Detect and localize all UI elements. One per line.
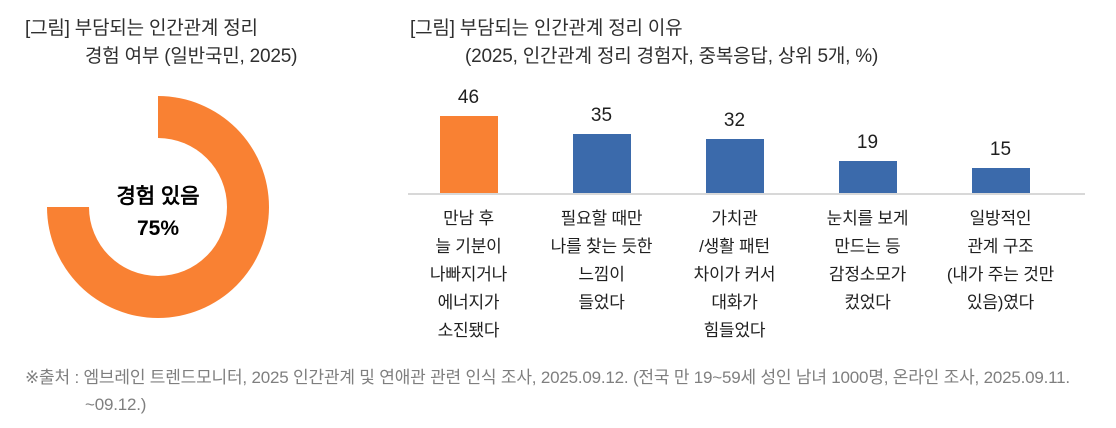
donut-center-label: 경험 있음 75% <box>47 96 269 318</box>
bar <box>971 167 1030 193</box>
bar-categories: 만남 후 늘 기분이 나빠지거나 에너지가 소진됐다 필요할 때만 나를 찾는 듯… <box>402 205 1067 345</box>
donut-title-line1: [그림] 부담되는 인간관계 정리 <box>25 18 258 39</box>
bar-category-label: 필요할 때만 나를 찾는 듯한 느낌이 들었다 <box>550 209 653 312</box>
bar-column: 19 <box>801 132 934 193</box>
bar-value-label: 15 <box>989 138 1012 160</box>
bar-plot: 46 35 32 19 15 <box>402 85 1067 193</box>
bar-column: 15 <box>934 139 1067 193</box>
bar-title-line2: (2025, 인간관계 정리 경험자, 중복응답, 상위 5개, %) <box>465 46 879 67</box>
bar-value-label: 32 <box>723 110 746 132</box>
donut-chart-title: [그림] 부담되는 인간관계 정리 경험 여부 (일반국민, 2025) <box>25 15 297 71</box>
source-note-line2: ~09.12.) <box>85 395 147 414</box>
bar <box>439 115 498 193</box>
x-axis-line <box>408 193 1085 195</box>
source-note-line1: ※출처 : 엠브레인 트렌드모니터, 2025 인간관계 및 연애관 관련 인식… <box>25 368 1070 387</box>
bar-value-label: 46 <box>457 86 480 108</box>
bar-value-label: 35 <box>590 105 613 127</box>
bar-category-label: 만남 후 늘 기분이 나빠지거나 에너지가 소진됐다 <box>429 209 508 340</box>
bar-value-label: 19 <box>856 132 879 154</box>
bar <box>572 134 631 193</box>
bar-category-label: 가치관 /생활 패턴 차이가 커서 대화가 힘들었다 <box>693 209 776 340</box>
bar-column: 46 <box>402 87 535 193</box>
bar-column: 35 <box>535 105 668 193</box>
bar-category-label: 눈치를 보게 만드는 등 감정소모가 컸었다 <box>826 209 909 312</box>
bar-chart-title: [그림] 부담되는 인간관계 정리 이유 (2025, 인간관계 정리 경험자,… <box>410 15 878 71</box>
donut-percent-value: 75% <box>136 217 180 240</box>
bar-title-line1: [그림] 부담되는 인간관계 정리 이유 <box>410 18 683 39</box>
donut-title-line2: 경험 여부 (일반국민, 2025) <box>85 46 298 67</box>
donut-slice-label: 경험 있음 <box>116 185 200 208</box>
bar-column: 32 <box>668 110 801 193</box>
bar <box>838 161 897 193</box>
donut-ring <box>47 96 269 318</box>
bar-category-label: 일방적인 관계 구조 (내가 주는 것만 있음)였다 <box>946 209 1055 312</box>
source-note: ※출처 : 엠브레인 트렌드모니터, 2025 인간관계 및 연애관 관련 인식… <box>25 364 1070 418</box>
bar <box>705 139 764 193</box>
